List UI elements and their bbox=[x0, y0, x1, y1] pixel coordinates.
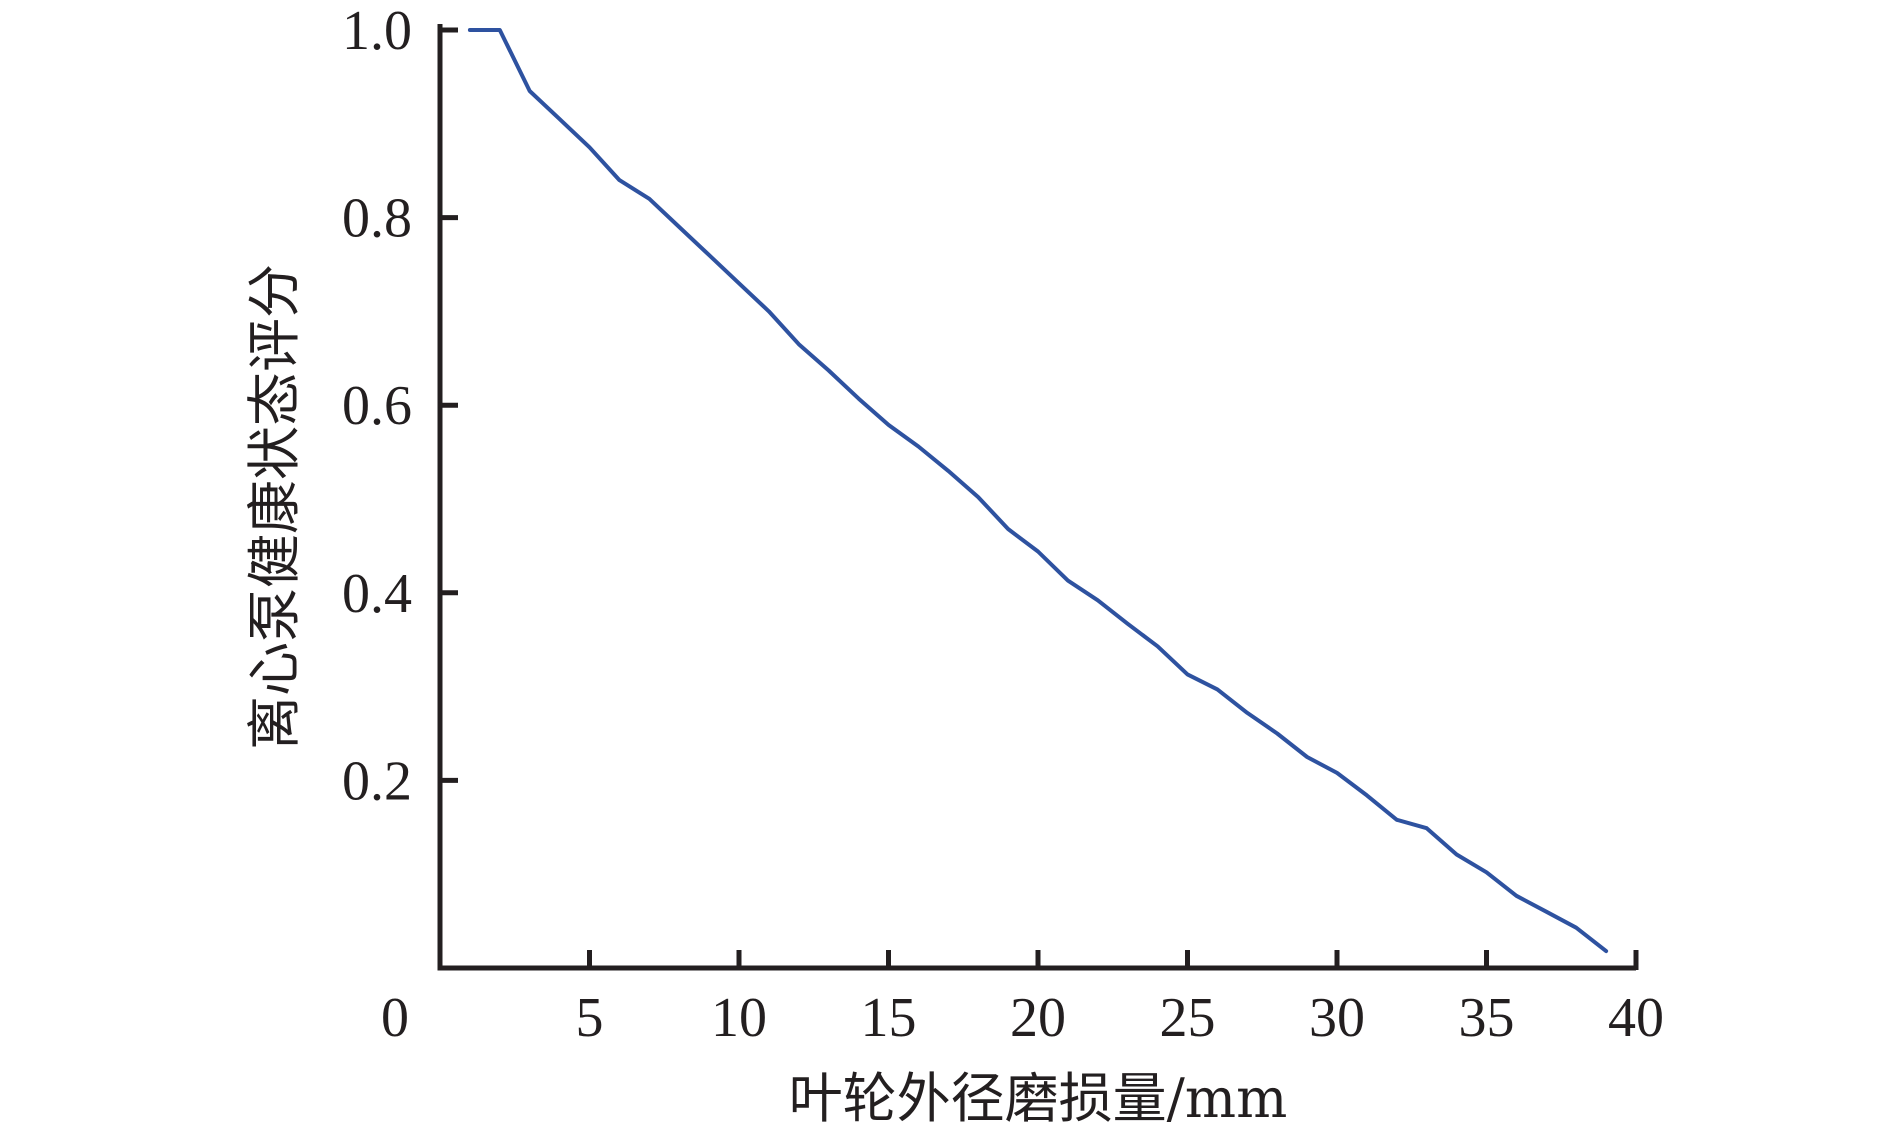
x-tick-label: 15 bbox=[861, 987, 917, 1049]
x-tick-label: 20 bbox=[1010, 987, 1066, 1049]
axes bbox=[437, 24, 1636, 971]
x-tick-label: 40 bbox=[1608, 987, 1664, 1049]
y-tick-label: 0.6 bbox=[342, 375, 412, 437]
y-tick-label: 0.8 bbox=[342, 188, 412, 250]
y-tick-label: 0.4 bbox=[342, 563, 412, 625]
x-tick-label: 25 bbox=[1160, 987, 1216, 1049]
x-tick-label: 0 bbox=[381, 987, 409, 1049]
series-layer bbox=[467, 28, 1609, 954]
series-line-0 bbox=[467, 28, 1609, 954]
y-ticks: 0.2 0.4 0.6 0.8 1.0 bbox=[342, 0, 458, 812]
x-tick-label: 35 bbox=[1459, 987, 1515, 1049]
y-axis-title: 离心泵健康状态评分 bbox=[243, 264, 306, 750]
x-ticks: 0 5 10 15 20 25 30 35 40 bbox=[381, 950, 1664, 1049]
y-tick-label: 0.2 bbox=[342, 750, 412, 812]
x-tick-label: 10 bbox=[711, 987, 767, 1049]
x-tick-label: 30 bbox=[1309, 987, 1365, 1049]
y-tick-label: 1.0 bbox=[342, 0, 412, 62]
x-tick-label: 5 bbox=[576, 987, 604, 1049]
x-axis-title: 叶轮外径磨损量/mm bbox=[789, 1067, 1288, 1122]
